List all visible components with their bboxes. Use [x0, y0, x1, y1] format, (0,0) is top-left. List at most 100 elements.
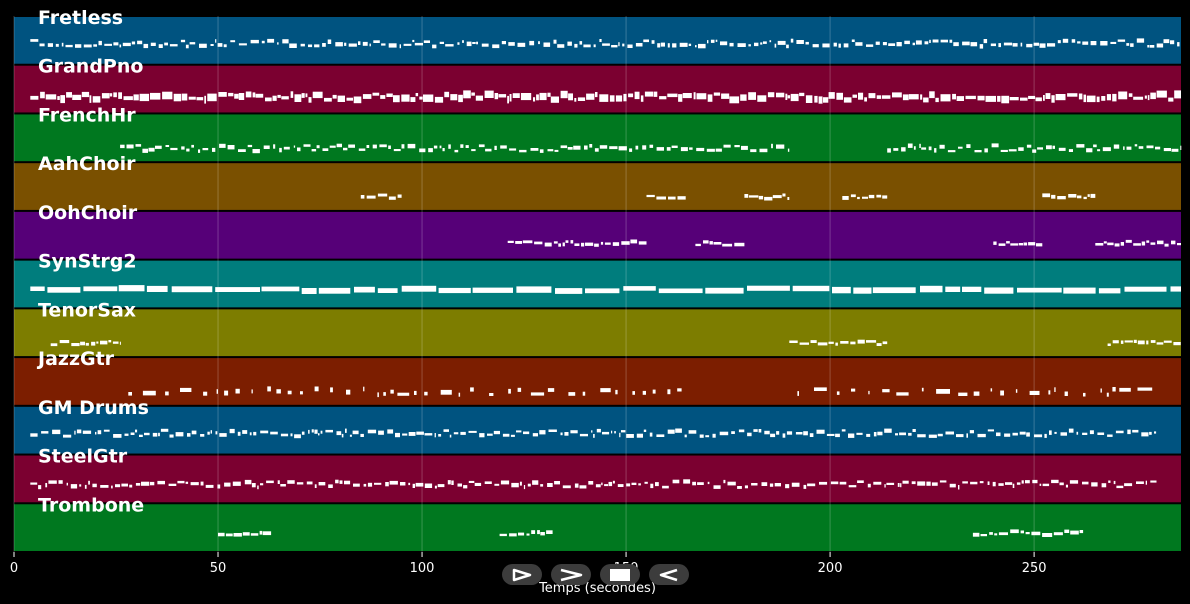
- note: [727, 481, 736, 486]
- track-background: [14, 309, 1181, 357]
- forward-button[interactable]: [551, 564, 591, 585]
- note: [882, 389, 890, 393]
- note: [1017, 287, 1062, 293]
- note: [346, 97, 353, 101]
- note: [397, 392, 410, 396]
- note: [270, 431, 278, 435]
- note: [217, 484, 221, 489]
- note: [998, 483, 1004, 486]
- play-button[interactable]: [502, 564, 542, 585]
- note: [929, 39, 931, 43]
- note: [353, 96, 362, 104]
- note: [47, 43, 53, 47]
- note: [924, 41, 929, 45]
- note: [696, 147, 705, 152]
- note: [186, 148, 190, 152]
- note: [1023, 242, 1028, 246]
- note: [301, 431, 305, 435]
- note: [677, 388, 682, 392]
- note: [882, 42, 887, 46]
- note: [1128, 93, 1133, 97]
- note: [594, 148, 599, 152]
- note: [1001, 95, 1010, 104]
- note: [807, 483, 816, 487]
- note: [277, 94, 281, 98]
- note: [912, 429, 916, 432]
- note: [252, 149, 260, 154]
- note: [434, 96, 444, 103]
- note: [261, 286, 300, 292]
- note: [1133, 96, 1144, 100]
- note: [187, 433, 191, 437]
- note: [353, 483, 360, 487]
- note: [707, 481, 710, 485]
- note: [840, 341, 849, 344]
- note: [574, 483, 579, 488]
- play-icon: [512, 568, 532, 581]
- note: [173, 93, 182, 102]
- note: [152, 432, 158, 437]
- note: [926, 481, 931, 486]
- note: [238, 43, 247, 46]
- note: [920, 285, 943, 293]
- note: [1021, 480, 1024, 484]
- note: [494, 145, 497, 150]
- note: [1089, 430, 1094, 435]
- note: [1051, 95, 1055, 103]
- note: [424, 433, 433, 436]
- note: [615, 95, 623, 102]
- note: [611, 430, 613, 434]
- note: [828, 341, 834, 344]
- note: [562, 485, 571, 489]
- note: [294, 94, 302, 102]
- note: [367, 429, 377, 434]
- note: [632, 391, 635, 395]
- note: [454, 149, 459, 153]
- note: [534, 241, 543, 245]
- note: [759, 148, 768, 153]
- note: [560, 145, 568, 149]
- rewind-button[interactable]: [649, 564, 689, 585]
- note: [1154, 431, 1157, 434]
- track-row: [14, 17, 1181, 64]
- note: [958, 392, 968, 396]
- note: [920, 94, 923, 100]
- note: [290, 433, 293, 437]
- track-row: [14, 309, 1181, 357]
- note: [1028, 242, 1036, 246]
- note-group: [50, 339, 1181, 347]
- note: [622, 43, 625, 47]
- note: [1110, 41, 1117, 44]
- note: [428, 148, 433, 153]
- note: [1136, 38, 1145, 43]
- note: [494, 483, 500, 486]
- note: [777, 40, 786, 45]
- note: [414, 42, 423, 46]
- note: [476, 41, 478, 45]
- note: [388, 145, 391, 149]
- note: [819, 481, 828, 485]
- note: [570, 430, 578, 434]
- note: [320, 430, 323, 434]
- note: [1137, 340, 1145, 345]
- note: [38, 485, 42, 490]
- note: [810, 340, 817, 343]
- note: [1155, 146, 1161, 150]
- note: [896, 42, 902, 47]
- note: [423, 40, 430, 43]
- track-label: Trombone: [38, 494, 144, 516]
- note: [876, 95, 882, 99]
- note: [1032, 149, 1037, 153]
- stop-button[interactable]: [600, 564, 640, 585]
- note: [623, 93, 627, 102]
- note: [667, 429, 675, 434]
- note: [324, 97, 332, 102]
- note: [553, 39, 557, 44]
- note: [468, 430, 477, 433]
- note: [175, 432, 184, 437]
- note: [833, 42, 837, 47]
- note: [510, 434, 515, 437]
- note: [100, 340, 108, 345]
- note: [471, 92, 475, 96]
- note: [715, 148, 722, 152]
